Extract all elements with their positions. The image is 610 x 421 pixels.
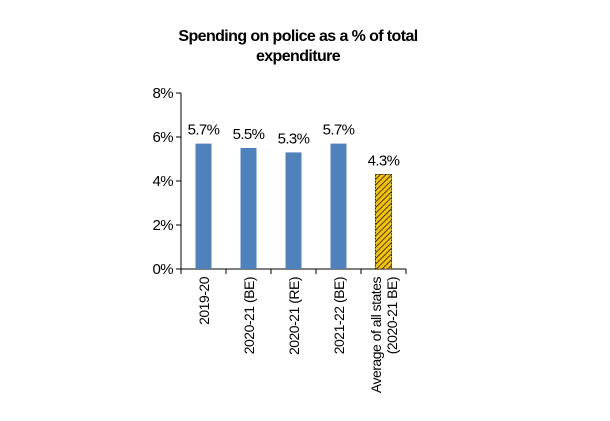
y-tick-label: 0% <box>153 261 174 278</box>
value-label: 5.7% <box>323 122 355 139</box>
x-tick-label: 2021-22 (BE) <box>330 277 347 355</box>
bar <box>285 152 302 269</box>
chart-title: Spending on police as a % of total expen… <box>178 28 418 65</box>
bar-hatch <box>375 173 392 270</box>
value-label: 5.7% <box>188 122 220 139</box>
value-label: 5.3% <box>278 130 310 147</box>
value-label: 5.5% <box>233 126 265 143</box>
x-tick-label: 2020-21 (RE) <box>285 277 302 356</box>
y-tick-label: 4% <box>153 173 174 190</box>
y-tick-label: 8% <box>153 85 174 102</box>
bar <box>330 143 347 269</box>
x-tick-label: 2020-21 (BE) <box>240 277 257 355</box>
bar <box>195 143 212 269</box>
x-tick-label: Average of all states (2020-21 BE) <box>367 277 400 394</box>
bar <box>240 148 257 269</box>
y-tick-label: 6% <box>153 129 174 146</box>
y-tick-label: 2% <box>153 217 174 234</box>
x-tick-label: 2019-20 <box>195 277 212 325</box>
value-label: 4.3% <box>368 152 400 169</box>
